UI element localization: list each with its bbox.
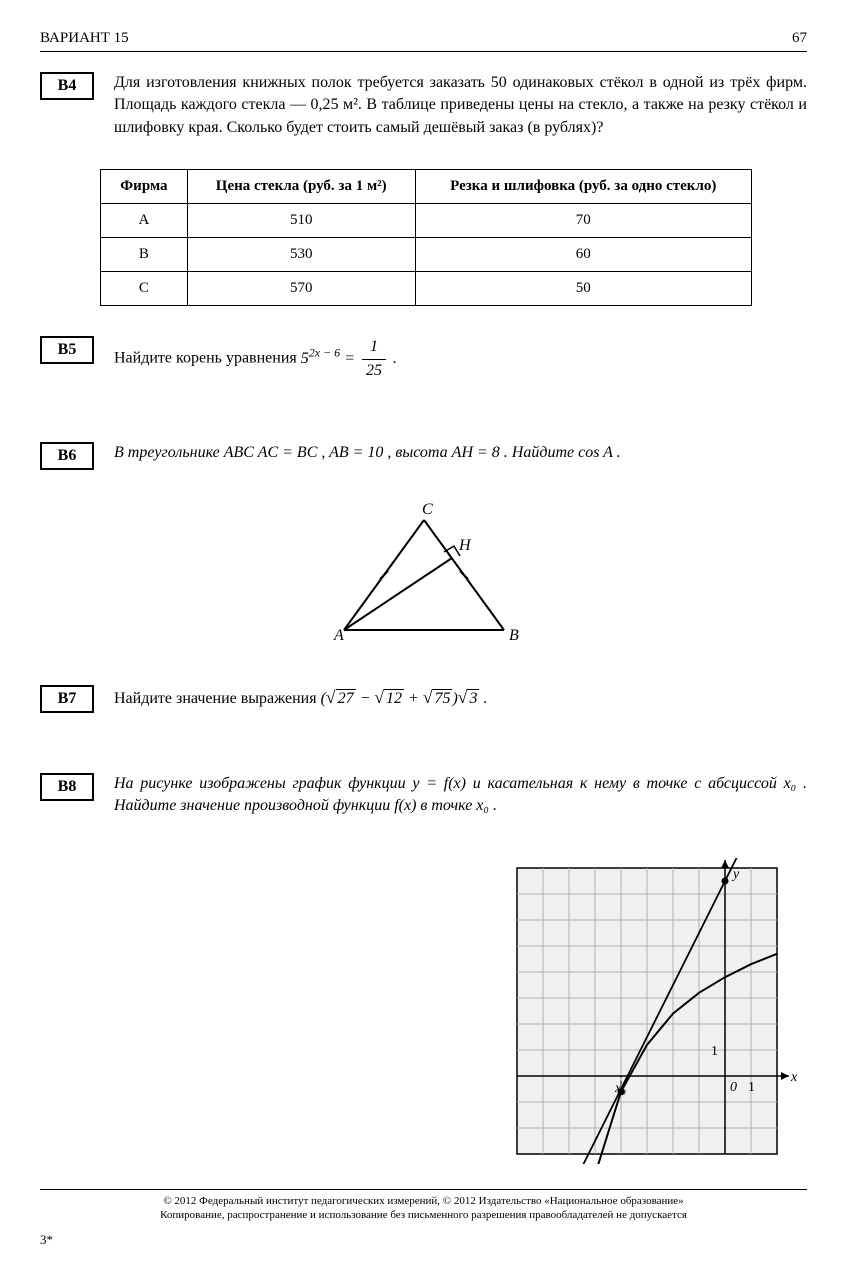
table-cell: В xyxy=(101,238,188,272)
table-cell: 510 xyxy=(187,204,415,238)
b5-exp: 2x − 6 xyxy=(309,345,340,359)
svg-text:x: x xyxy=(790,1070,798,1085)
footer-line2: Копирование, распространение и использов… xyxy=(40,1208,807,1222)
table-cell: 50 xyxy=(415,272,751,306)
b8-graph: 011yxx₀ xyxy=(507,858,807,1169)
tag-b5: В5 xyxy=(40,336,94,364)
text-b5: Найдите корень уравнения 52x − 6 = 125 . xyxy=(114,336,807,382)
problem-b4: В4 Для изготовления книжных полок требуе… xyxy=(40,72,807,139)
label-H: H xyxy=(458,537,472,554)
text-b7: Найдите значение выражения (√27 − √12 + … xyxy=(114,685,807,710)
b7-r1: 27 xyxy=(336,689,356,707)
b4-table: ФирмаЦена стекла (руб. за 1 м²)Резка и ш… xyxy=(100,169,752,306)
label-B: B xyxy=(509,627,519,644)
text-b6: В треугольнике ABC AC = BC , AB = 10 , в… xyxy=(114,442,807,464)
problem-b7: В7 Найдите значение выражения (√27 − √12… xyxy=(40,685,807,713)
label-C: C xyxy=(422,501,433,518)
b5-equation: 52x − 6 = 125 . xyxy=(301,350,397,367)
table-row: А51070 xyxy=(101,204,752,238)
table-cell: С xyxy=(101,272,188,306)
problem-b6: В6 В треугольнике ABC AC = BC , AB = 10 … xyxy=(40,442,807,470)
sheet-mark: 3* xyxy=(40,1232,807,1248)
table-cell: 70 xyxy=(415,204,751,238)
table-header: Цена стекла (руб. за 1 м²) xyxy=(187,170,415,204)
table-cell: 530 xyxy=(187,238,415,272)
variant-label: ВАРИАНТ 15 xyxy=(40,30,129,47)
footer-rule xyxy=(40,1189,807,1190)
svg-text:y: y xyxy=(731,867,740,882)
tag-b7: В7 xyxy=(40,685,94,713)
b5-prefix: Найдите корень уравнения xyxy=(114,350,301,367)
svg-text:1: 1 xyxy=(748,1080,755,1095)
b5-num: 1 xyxy=(362,336,386,359)
b6-diagram: A B C H xyxy=(40,500,807,655)
b7-r4: 3 xyxy=(467,689,479,707)
b7-r3: 75 xyxy=(432,689,452,707)
b7-expr: (√27 − √12 + √75)√3 . xyxy=(321,690,488,707)
text-b8: На рисунке изображены график функции y =… xyxy=(114,773,807,818)
footer-text: © 2012 Федеральный институт педагогическ… xyxy=(40,1194,807,1223)
table-header: Фирма xyxy=(101,170,188,204)
text-b4: Для изготовления книжных полок требуется… xyxy=(114,72,807,139)
table-row: С57050 xyxy=(101,272,752,306)
table-cell: 570 xyxy=(187,272,415,306)
b5-den: 25 xyxy=(362,360,386,382)
svg-text:1: 1 xyxy=(711,1044,718,1059)
table-cell: А xyxy=(101,204,188,238)
svg-text:0: 0 xyxy=(730,1080,737,1095)
page-number: 67 xyxy=(792,30,807,47)
table-cell: 60 xyxy=(415,238,751,272)
table-header: Резка и шлифовка (руб. за одно стекло) xyxy=(415,170,751,204)
tag-b6: В6 xyxy=(40,442,94,470)
b7-prefix: Найдите значение выражения xyxy=(114,690,321,707)
svg-text:x₀: x₀ xyxy=(614,1081,626,1096)
label-A: A xyxy=(333,627,344,644)
header-rule xyxy=(40,51,807,52)
b7-r2: 12 xyxy=(384,689,404,707)
table-row: В53060 xyxy=(101,238,752,272)
problem-b8: В8 На рисунке изображены график функции … xyxy=(40,773,807,818)
footer-line1: © 2012 Федеральный институт педагогическ… xyxy=(40,1194,807,1208)
tag-b8: В8 xyxy=(40,773,94,801)
problem-b5: В5 Найдите корень уравнения 52x − 6 = 12… xyxy=(40,336,807,382)
tag-b4: В4 xyxy=(40,72,94,100)
b5-base: 5 xyxy=(301,350,309,367)
b6-text: В треугольнике ABC AC = BC , AB = 10 , в… xyxy=(114,444,621,461)
b8-text: На рисунке изображены график функции y =… xyxy=(114,775,807,814)
